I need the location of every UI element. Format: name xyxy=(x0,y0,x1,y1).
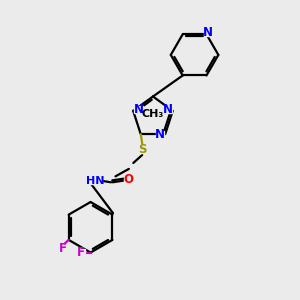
Bar xyxy=(156,131,164,138)
Text: N: N xyxy=(134,103,143,116)
Text: N: N xyxy=(203,26,213,39)
Text: F: F xyxy=(77,246,85,259)
Bar xyxy=(143,111,162,117)
Text: CH₃: CH₃ xyxy=(141,109,164,119)
Text: HN: HN xyxy=(86,176,104,186)
Bar xyxy=(88,178,102,184)
Bar xyxy=(59,246,68,252)
Text: O: O xyxy=(123,173,133,186)
Text: F: F xyxy=(59,242,67,255)
Bar xyxy=(124,177,132,183)
Text: S: S xyxy=(138,143,146,156)
Bar xyxy=(134,106,143,113)
Bar xyxy=(138,146,146,153)
Bar xyxy=(77,249,85,256)
Bar xyxy=(164,106,172,113)
Bar xyxy=(204,29,212,36)
Text: N: N xyxy=(163,103,173,116)
Text: N: N xyxy=(155,128,165,141)
